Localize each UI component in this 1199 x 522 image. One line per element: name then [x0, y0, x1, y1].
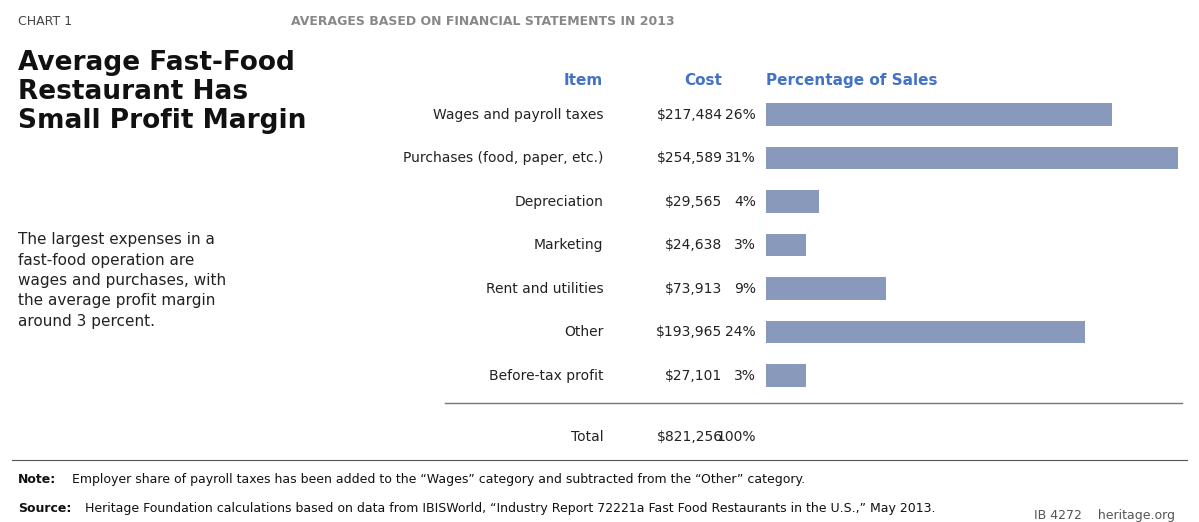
- Bar: [766, 277, 886, 300]
- Text: CHART 1: CHART 1: [18, 15, 72, 28]
- Text: Cost: Cost: [685, 73, 723, 88]
- Text: $821,256: $821,256: [657, 430, 723, 444]
- Text: IB 4272    heritage.org: IB 4272 heritage.org: [1035, 509, 1175, 522]
- Bar: [766, 364, 806, 387]
- Text: Total: Total: [571, 430, 603, 444]
- Text: $24,638: $24,638: [665, 238, 723, 252]
- Text: Before-tax profit: Before-tax profit: [489, 369, 603, 383]
- Text: Wages and payroll taxes: Wages and payroll taxes: [433, 108, 603, 122]
- Text: $29,565: $29,565: [665, 195, 723, 209]
- Bar: [766, 321, 1085, 343]
- Text: Depreciation: Depreciation: [514, 195, 603, 209]
- Text: Note:: Note:: [18, 473, 56, 486]
- Text: 9%: 9%: [734, 282, 757, 295]
- Text: Heritage Foundation calculations based on data from IBISWorld, “Industry Report : Heritage Foundation calculations based o…: [82, 502, 935, 515]
- Text: 4%: 4%: [734, 195, 757, 209]
- Bar: [766, 191, 819, 213]
- Text: Rent and utilities: Rent and utilities: [486, 282, 603, 295]
- Text: $254,589: $254,589: [657, 151, 723, 165]
- Text: $27,101: $27,101: [665, 369, 723, 383]
- Text: 24%: 24%: [725, 325, 757, 339]
- Text: Average Fast-Food
Restaurant Has
Small Profit Margin: Average Fast-Food Restaurant Has Small P…: [18, 51, 306, 134]
- Text: $73,913: $73,913: [665, 282, 723, 295]
- Text: Source:: Source:: [18, 502, 71, 515]
- Text: $193,965: $193,965: [656, 325, 723, 339]
- Text: Other: Other: [564, 325, 603, 339]
- Text: 31%: 31%: [725, 151, 757, 165]
- Text: Employer share of payroll taxes has been added to the “Wages” category and subtr: Employer share of payroll taxes has been…: [68, 473, 806, 486]
- Bar: [766, 103, 1111, 126]
- Text: 26%: 26%: [725, 108, 757, 122]
- Bar: [766, 234, 806, 256]
- Text: Marketing: Marketing: [534, 238, 603, 252]
- Text: AVERAGES BASED ON FINANCIAL STATEMENTS IN 2013: AVERAGES BASED ON FINANCIAL STATEMENTS I…: [291, 15, 675, 28]
- Text: 3%: 3%: [734, 238, 757, 252]
- Text: Percentage of Sales: Percentage of Sales: [766, 73, 938, 88]
- Text: 100%: 100%: [717, 430, 757, 444]
- Text: The largest expenses in a
fast-food operation are
wages and purchases, with
the : The largest expenses in a fast-food oper…: [18, 232, 225, 329]
- Text: 3%: 3%: [734, 369, 757, 383]
- Text: $217,484: $217,484: [657, 108, 723, 122]
- Text: Item: Item: [564, 73, 603, 88]
- Bar: [766, 147, 1177, 170]
- Text: Purchases (food, paper, etc.): Purchases (food, paper, etc.): [403, 151, 603, 165]
